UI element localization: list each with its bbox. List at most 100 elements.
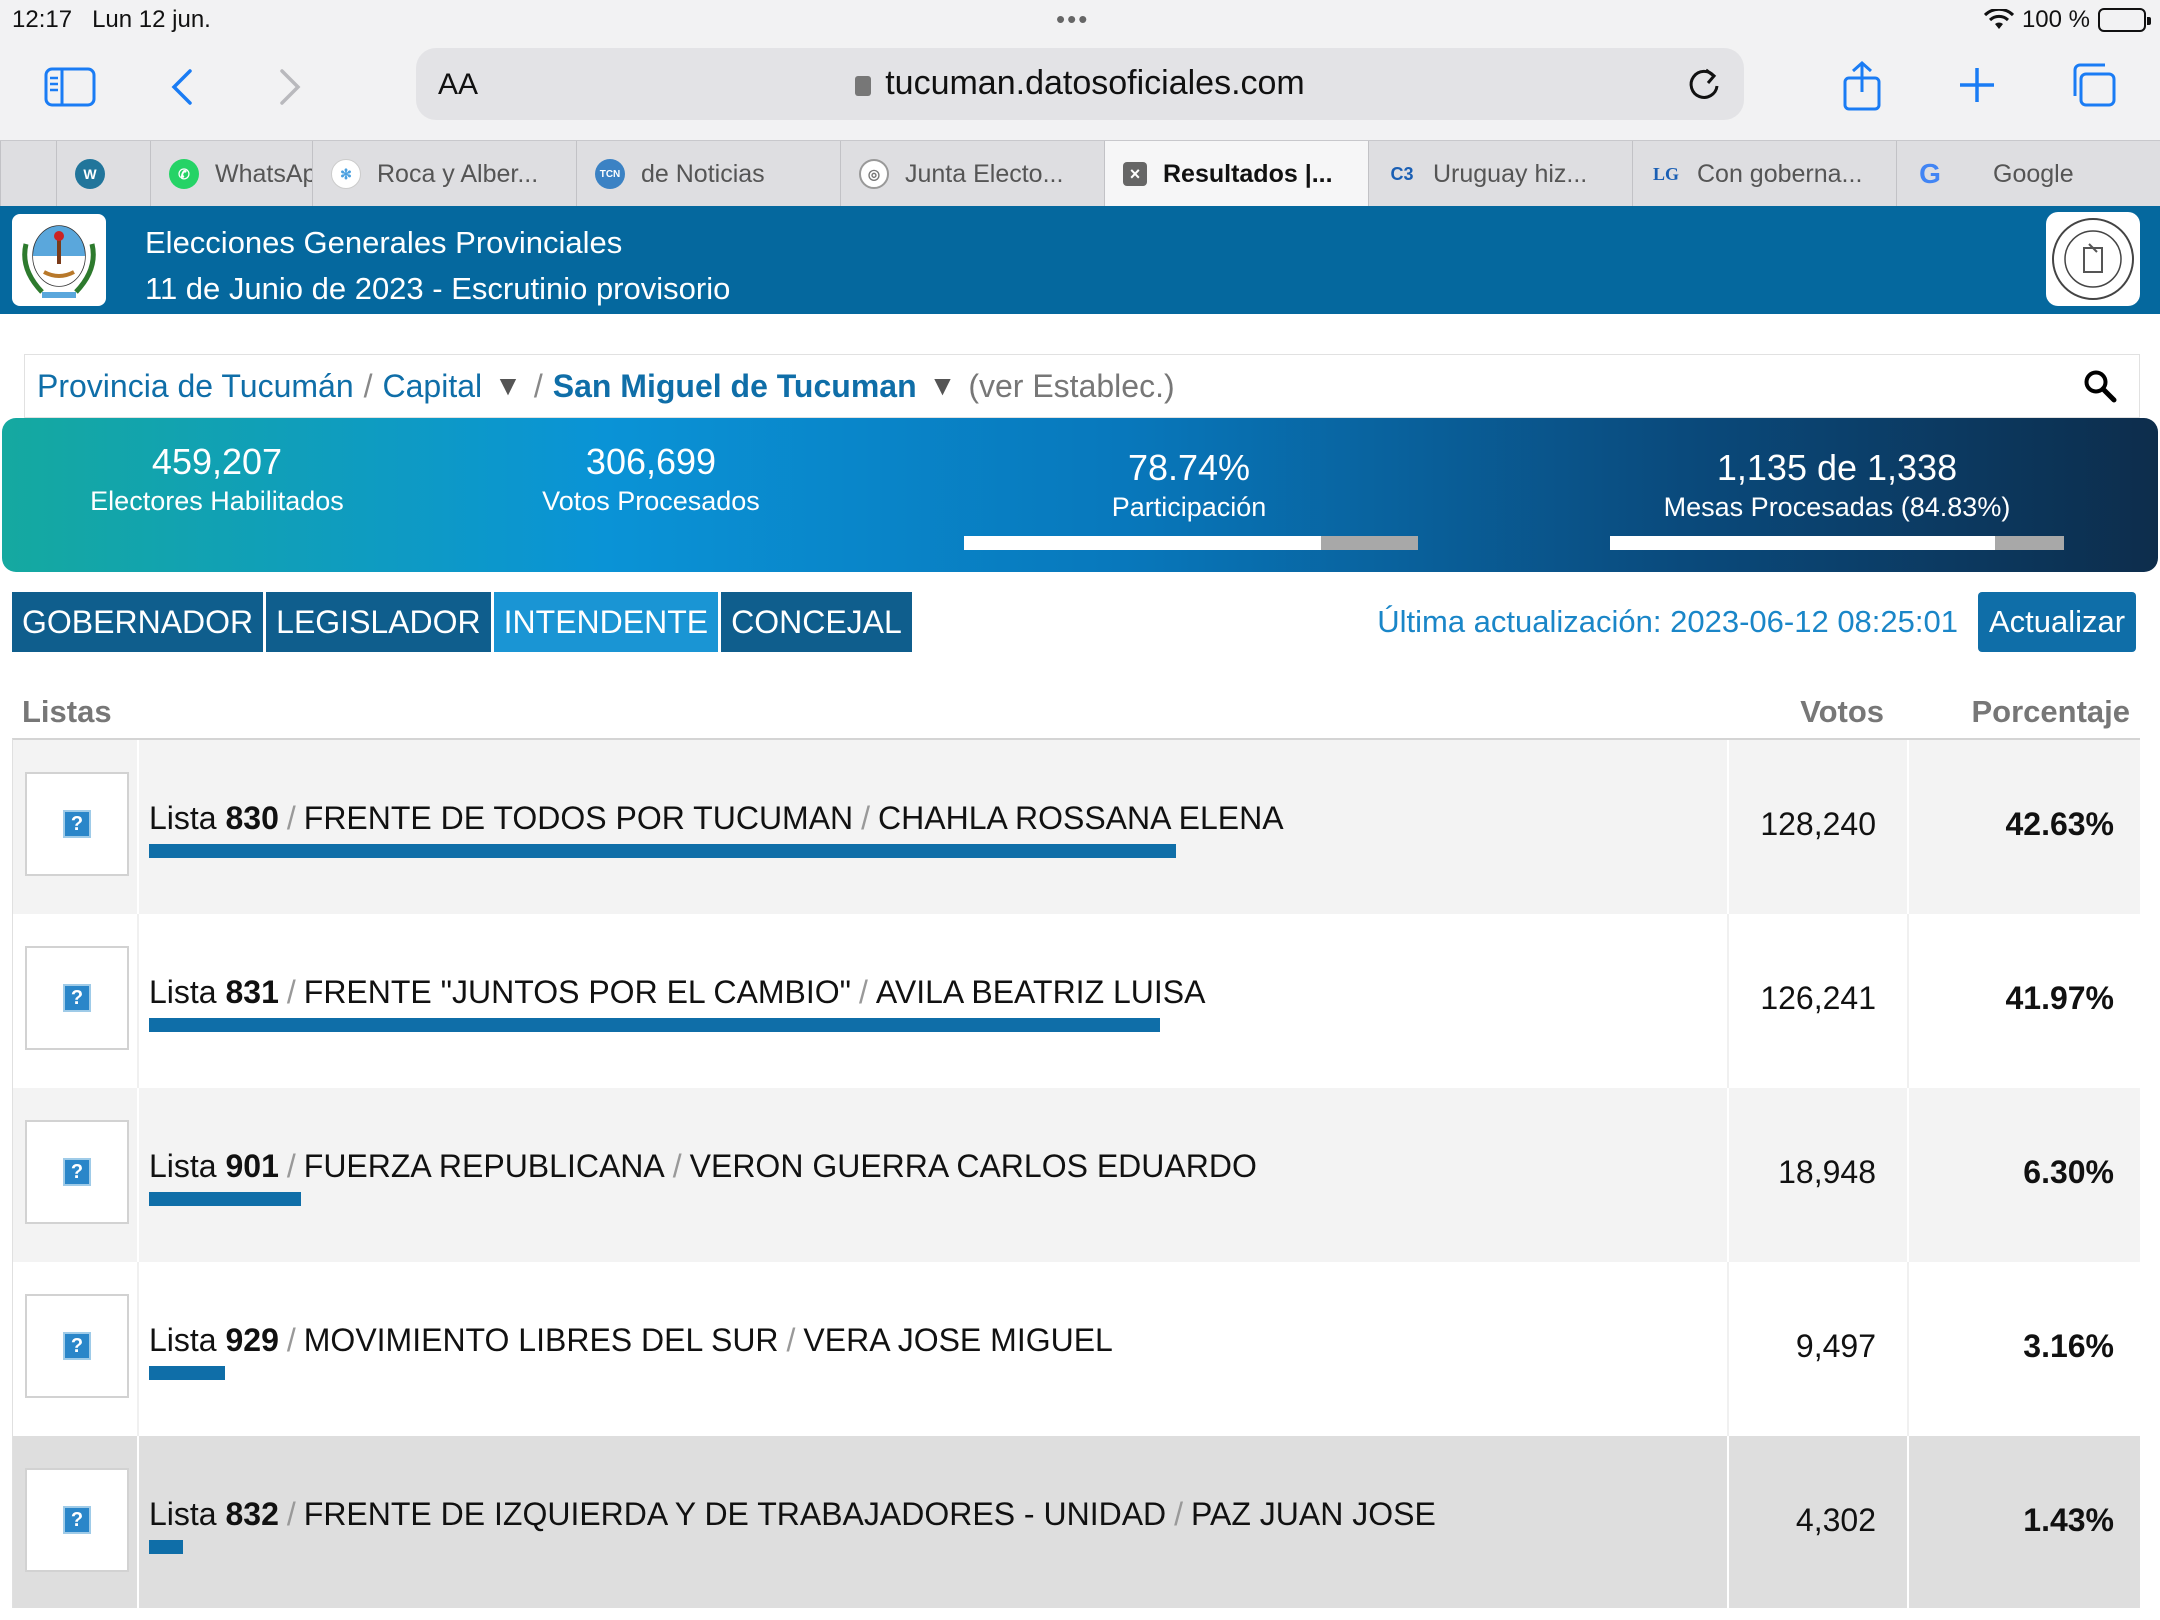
breadcrumb-city[interactable]: San Miguel de Tucuman bbox=[552, 367, 917, 404]
tab-junta[interactable]: ◎ Junta Electo... bbox=[840, 141, 1104, 207]
search-icon[interactable] bbox=[2083, 369, 2117, 411]
tab-concejal[interactable]: CONCEJAL bbox=[721, 592, 912, 652]
name-separator: / bbox=[786, 1322, 796, 1358]
tab-roca[interactable]: ✻ Roca y Alber... bbox=[312, 141, 576, 207]
share-icon[interactable] bbox=[1836, 56, 1888, 116]
electores-value: 459,207 bbox=[151, 441, 283, 482]
list-image-placeholder: ? bbox=[25, 772, 129, 876]
tab-resultados[interactable]: × Resultados |... bbox=[1104, 141, 1368, 207]
stats-banner: 459,207 Electores Habilitados 306,699 Vo… bbox=[2, 418, 2158, 572]
vote-share-bar bbox=[149, 1192, 301, 1206]
tab-noticias[interactable]: TCN de Noticias bbox=[576, 141, 840, 207]
lg-icon: LG bbox=[1652, 163, 1679, 184]
missing-image-icon: ? bbox=[63, 810, 91, 838]
votes-value: 18,948 bbox=[1778, 1154, 1876, 1190]
status-right: 100 % bbox=[1983, 6, 2151, 34]
mesas-progress-bar bbox=[1610, 536, 2064, 550]
close-tab-icon[interactable]: × bbox=[1123, 162, 1147, 186]
list-prefix: Lista bbox=[149, 974, 217, 1010]
multitasking-dots-icon[interactable]: ••• bbox=[1056, 4, 1090, 34]
tab-intendente[interactable]: INTENDENTE bbox=[493, 592, 719, 652]
party-name: FRENTE DE TODOS POR TUCUMAN bbox=[303, 800, 854, 836]
list-number: 831 bbox=[225, 974, 279, 1010]
site-header: Elecciones Generales Provinciales 11 de … bbox=[0, 206, 2160, 314]
candidate-name: VERA JOSE MIGUEL bbox=[803, 1322, 1113, 1358]
ver-establecimientos-link[interactable]: (ver Establec.) bbox=[968, 367, 1175, 404]
table-row: ? Lista 831/FRENTE "JUNTOS POR EL CAMBIO"… bbox=[13, 914, 2140, 1088]
votes-value: 4,302 bbox=[1795, 1502, 1876, 1538]
back-icon[interactable] bbox=[162, 62, 202, 112]
election-subtitle: 11 de Junio de 2023 - Escrutinio proviso… bbox=[145, 271, 731, 306]
status-bar: 12:17 Lun 12 jun. ••• 100 % bbox=[0, 0, 2160, 40]
list-prefix: Lista bbox=[149, 800, 217, 836]
missing-image-icon: ? bbox=[63, 1506, 91, 1534]
name-separator: / bbox=[286, 974, 296, 1010]
tab-uruguay[interactable]: C3 Uruguay hiz... bbox=[1368, 141, 1632, 207]
department-dropdown-icon[interactable]: ▼ bbox=[494, 370, 522, 401]
list-number: 832 bbox=[225, 1496, 279, 1532]
battery-percent: 100 % bbox=[2021, 6, 2090, 33]
list-number: 929 bbox=[225, 1322, 279, 1358]
tucuman-coat-of-arms-logo bbox=[12, 214, 106, 306]
electores-label: Electores Habilitados bbox=[90, 486, 344, 516]
tab-gobernador[interactable]: GOBERNADOR bbox=[12, 592, 264, 652]
wifi-icon bbox=[1983, 9, 2014, 29]
whatsapp-icon: ✆ bbox=[169, 159, 199, 189]
vote-share-bar bbox=[149, 1018, 1160, 1032]
site-title: Elecciones Generales Provinciales 11 de … bbox=[145, 220, 730, 312]
list-prefix: Lista bbox=[149, 1148, 217, 1184]
lock-icon bbox=[855, 76, 872, 96]
column-divider bbox=[1907, 740, 1909, 914]
vote-share-bar bbox=[149, 844, 1176, 858]
participacion-value: 78.74% bbox=[1127, 447, 1251, 488]
new-tab-icon[interactable] bbox=[1952, 60, 2002, 110]
address-bar[interactable]: AA tucuman.datosoficiales.com bbox=[416, 48, 1744, 120]
column-divider bbox=[1907, 1088, 1909, 1262]
reload-icon[interactable] bbox=[1686, 64, 1722, 109]
breadcrumb: Provincia de Tucumán / Capital ▼ / San M… bbox=[24, 354, 2140, 418]
party-name: FUERZA REPUBLICANA bbox=[303, 1148, 665, 1184]
list-name: Lista 832/FRENTE DE IZQUIERDA Y DE TRABA… bbox=[149, 1496, 1436, 1533]
votos-label: Votos Procesados bbox=[542, 486, 760, 516]
tab-wordpress[interactable]: W bbox=[56, 141, 150, 207]
name-separator: / bbox=[286, 1148, 296, 1184]
candidate-name: CHAHLA ROSSANA ELENA bbox=[878, 800, 1284, 836]
sidebar-icon[interactable] bbox=[40, 62, 100, 112]
tab-legislador[interactable]: LEGISLADOR bbox=[266, 592, 491, 652]
list-prefix: Lista bbox=[149, 1322, 217, 1358]
percentage-value: 3.16% bbox=[2023, 1328, 2114, 1364]
candidate-name: VERON GUERRA CARLOS EDUARDO bbox=[689, 1148, 1257, 1184]
reader-aa-button[interactable]: AA bbox=[438, 68, 479, 101]
column-divider bbox=[1727, 740, 1729, 914]
junta-electoral-seal-logo bbox=[2046, 212, 2140, 306]
tab-google[interactable]: G Google bbox=[1896, 141, 2160, 207]
name-separator: / bbox=[859, 974, 868, 1010]
mesas-label: Mesas Procesadas (84.83%) bbox=[1663, 492, 2011, 522]
tab-whatsapp[interactable]: ✆ WhatsAp bbox=[150, 141, 312, 207]
tab-overview-icon[interactable] bbox=[2066, 58, 2120, 112]
url-text[interactable]: tucuman.datosoficiales.com bbox=[416, 64, 1744, 103]
list-image-placeholder: ? bbox=[25, 1120, 129, 1224]
breadcrumb-province[interactable]: Provincia de Tucumán bbox=[37, 367, 354, 404]
votes-value: 128,240 bbox=[1760, 806, 1876, 842]
tab-blank[interactable] bbox=[0, 141, 56, 207]
participacion-label: Participación bbox=[1111, 492, 1267, 522]
table-row: ? Lista 929/MOVIMIENTO LIBRES DEL SUR / VER… bbox=[13, 1262, 2140, 1436]
name-separator: / bbox=[672, 1148, 682, 1184]
tab-gobernador[interactable]: LG Con goberna... bbox=[1632, 141, 1896, 207]
column-divider bbox=[137, 740, 139, 914]
breadcrumb-department[interactable]: Capital bbox=[382, 367, 483, 404]
column-divider bbox=[1907, 1436, 1909, 1608]
vote-share-bar bbox=[149, 1540, 183, 1554]
name-separator: / bbox=[861, 800, 871, 836]
actualizar-button[interactable]: Actualizar bbox=[1978, 592, 2136, 652]
seal-icon: ◎ bbox=[859, 159, 889, 189]
mesas-value: 1,135 de 1,338 bbox=[1716, 447, 1958, 488]
battery-icon bbox=[2098, 8, 2151, 32]
snowflake-icon: ✻ bbox=[331, 159, 361, 189]
city-dropdown-icon[interactable]: ▼ bbox=[928, 370, 957, 401]
name-separator: / bbox=[286, 1322, 296, 1358]
forward-icon[interactable] bbox=[270, 62, 310, 112]
list-number: 901 bbox=[225, 1148, 279, 1184]
candidate-name: PAZ JUAN JOSE bbox=[1191, 1496, 1436, 1532]
